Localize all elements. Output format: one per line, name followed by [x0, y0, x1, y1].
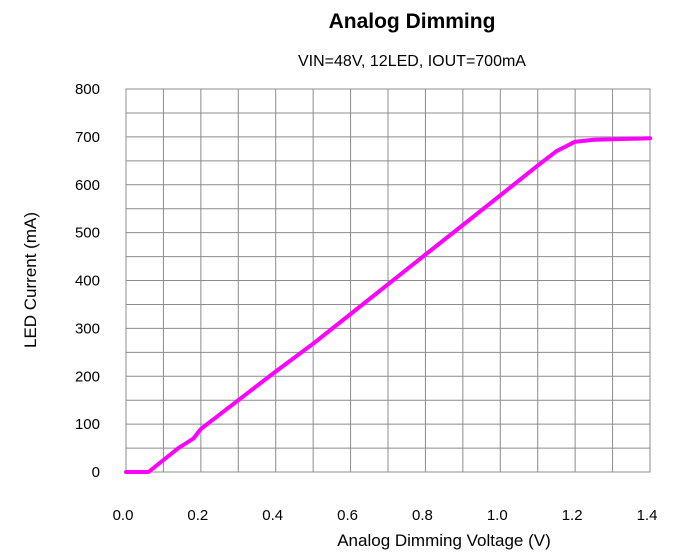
y-axis-label: LED Current (mA): [21, 212, 40, 348]
x-tick-label: 1.2: [562, 507, 583, 524]
y-tick-label: 700: [75, 129, 100, 146]
plot-grid: [126, 89, 650, 472]
x-axis-label: Analog Dimming Voltage (V): [337, 531, 551, 550]
y-tick-label: 300: [75, 320, 100, 337]
y-tick-label: 800: [75, 81, 100, 98]
x-tick-label: 1.0: [487, 507, 508, 524]
x-tick-label: 0.4: [262, 507, 283, 524]
x-tick-label: 0.2: [187, 507, 208, 524]
y-tick-label: 400: [75, 273, 100, 290]
y-tick-labels: 0 100 200 300 400 500 600 700 800: [75, 81, 100, 481]
x-tick-label: 0.8: [412, 507, 433, 524]
chart-subtitle: VIN=48V, 12LED, IOUT=700mA: [298, 53, 526, 70]
plot-frame: [125, 88, 651, 473]
x-tick-label: 0.6: [337, 507, 358, 524]
y-tick-label: 500: [75, 225, 100, 242]
y-tick-label: 100: [75, 416, 100, 433]
led-current-line: [124, 136, 652, 474]
x-tick-labels: 0.0 0.2 0.4 0.6 0.8 1.0 1.2 1.4: [113, 507, 658, 524]
chart-title: Analog Dimming: [329, 10, 496, 33]
x-tick-label: 0.0: [113, 507, 134, 524]
x-tick-label: 1.4: [637, 507, 658, 524]
y-tick-label: 0: [92, 464, 100, 481]
y-tick-label: 200: [75, 368, 100, 385]
y-tick-label: 600: [75, 177, 100, 194]
